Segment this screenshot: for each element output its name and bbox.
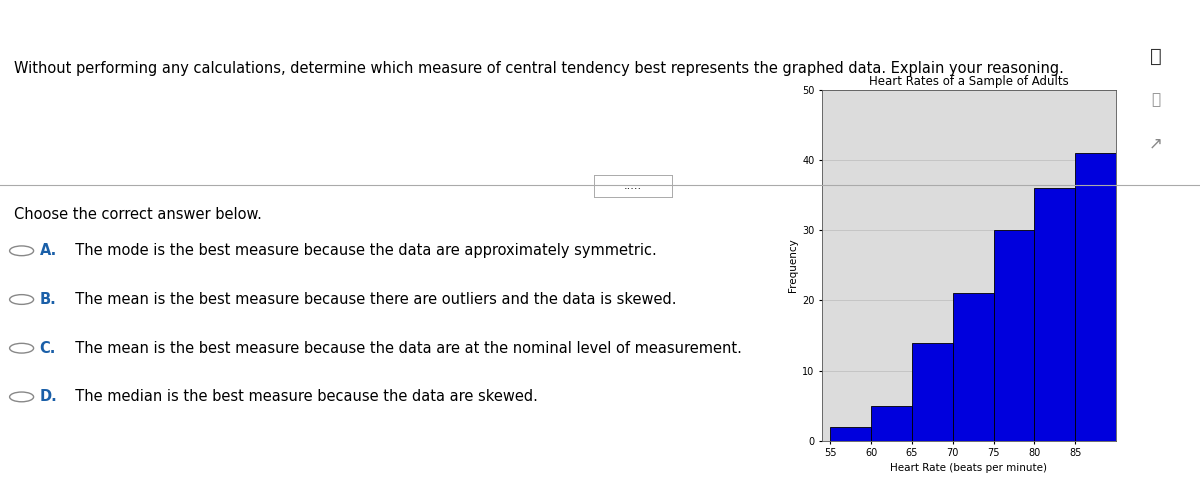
Text: 🔍: 🔍 bbox=[1151, 93, 1160, 107]
Bar bbox=[830, 427, 871, 441]
Text: The mean is the best measure because there are outliers and the data is skewed.: The mean is the best measure because the… bbox=[66, 292, 677, 307]
Text: 🔍: 🔍 bbox=[1150, 46, 1162, 66]
Bar bbox=[994, 230, 1034, 441]
Bar bbox=[912, 342, 953, 441]
Text: B.: B. bbox=[40, 292, 56, 307]
Text: A.: A. bbox=[40, 244, 56, 258]
Bar bbox=[1034, 188, 1075, 441]
Title: Heart Rates of a Sample of Adults: Heart Rates of a Sample of Adults bbox=[869, 75, 1069, 88]
Bar bbox=[1075, 153, 1116, 441]
Text: .....: ..... bbox=[624, 181, 642, 191]
Text: C.: C. bbox=[40, 341, 56, 356]
X-axis label: Heart Rate (beats per minute): Heart Rate (beats per minute) bbox=[890, 463, 1048, 472]
Text: ↗: ↗ bbox=[1148, 135, 1163, 152]
Text: The mode is the best measure because the data are approximately symmetric.: The mode is the best measure because the… bbox=[66, 244, 656, 258]
Bar bbox=[953, 294, 994, 441]
Y-axis label: Frequency: Frequency bbox=[788, 239, 798, 292]
Text: Without performing any calculations, determine which measure of central tendency: Without performing any calculations, det… bbox=[14, 61, 1064, 76]
Text: Choose the correct answer below.: Choose the correct answer below. bbox=[14, 207, 263, 222]
Bar bbox=[871, 406, 912, 441]
Text: D.: D. bbox=[40, 390, 58, 404]
Text: The mean is the best measure because the data are at the nominal level of measur: The mean is the best measure because the… bbox=[66, 341, 742, 356]
Text: The median is the best measure because the data are skewed.: The median is the best measure because t… bbox=[66, 390, 538, 404]
